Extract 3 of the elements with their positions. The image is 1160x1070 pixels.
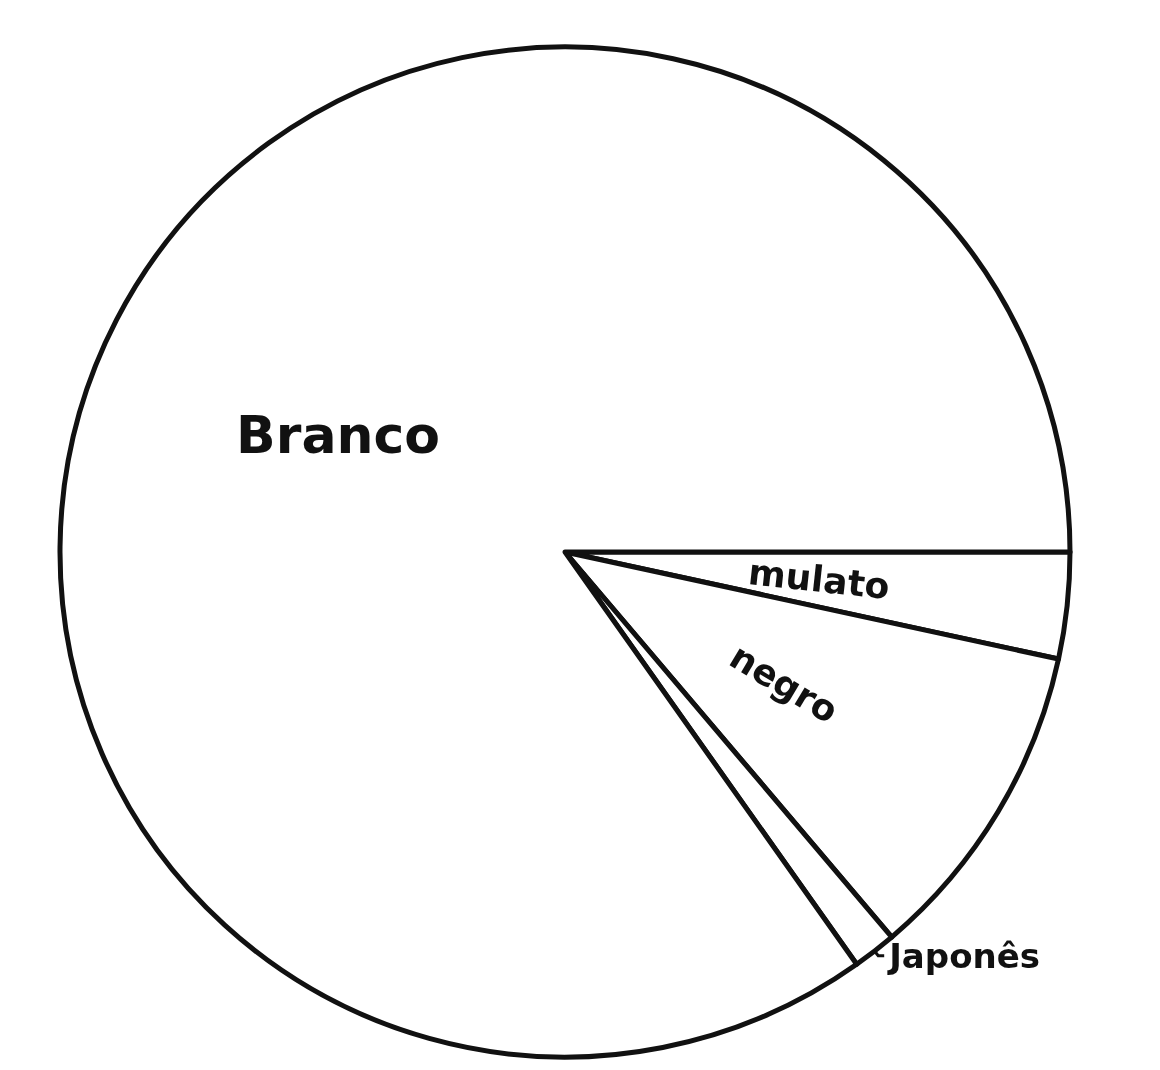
slice-label: Branco	[236, 404, 441, 465]
slice-label: mulato	[746, 551, 892, 608]
slice-label: Japonês	[887, 935, 1040, 976]
